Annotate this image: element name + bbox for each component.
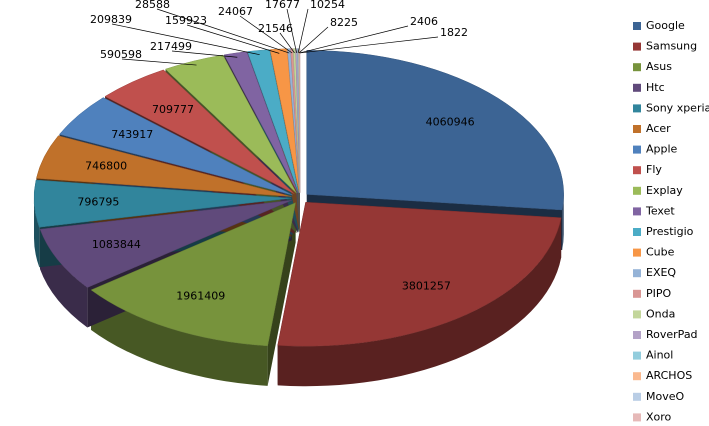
slice-side [34,198,40,268]
slice [39,199,292,288]
slice-wall [267,202,296,386]
slice [269,48,300,193]
leader-line [156,8,290,54]
data-label: 796795 [77,195,119,208]
data-label: 10254 [310,0,345,11]
data-label: 217499 [150,40,192,53]
legend-label: Fly [646,163,662,176]
data-label: 8225 [330,16,358,29]
legend-label: Prestigio [646,225,694,238]
legend-label: Ainol [646,349,673,362]
legend-label: Sony xperia [646,101,709,114]
slice [306,50,564,211]
leader-line [171,50,238,58]
data-label: 1083844 [92,238,141,251]
legend-swatch [633,248,641,257]
legend-label: Apple [646,143,678,156]
slice [90,202,296,347]
legend-swatch [633,310,641,319]
leader-line [298,26,329,54]
legend-swatch [633,166,641,175]
legend-swatch [633,228,641,236]
legend-label: Texet [645,204,675,217]
legend-swatch [633,331,641,339]
slice [36,135,292,197]
leader-line [186,24,280,54]
legend-label: Onda [646,307,675,320]
leader-line [121,58,197,66]
legend-label: Acer [646,122,671,135]
data-label: 3801257 [402,279,451,292]
legend-label: Samsung [646,40,697,53]
leader-line [111,23,260,56]
leader-line [297,8,309,54]
slice [104,69,295,195]
legend-swatch [633,104,641,113]
legend-swatch [633,207,641,216]
legend-swatch [633,392,641,401]
legend-label: RoverPad [646,328,698,341]
slice [247,49,299,193]
legend-label: Explay [646,184,683,197]
slice [165,54,297,194]
data-label: 4060946 [426,115,475,128]
data-label: 746800 [85,160,127,173]
legend-label: Asus [646,60,672,73]
legend-label: ARCHOS [646,369,692,382]
legend-label: Xoro [646,410,672,423]
slice-tops [33,48,564,347]
legend-swatch [633,269,641,278]
slice [59,97,293,196]
leader-line [286,8,297,54]
legend-label: Cube [646,246,675,259]
legend-label: EXEQ [646,266,676,279]
legend-swatch [633,22,641,30]
legend-swatch [633,63,641,72]
legend-swatch [633,351,641,360]
data-label: 159923 [165,14,207,27]
slice [277,201,562,347]
slice-side [277,217,562,387]
leader-line [239,15,293,54]
legend-swatch [633,83,641,92]
slice [33,179,292,228]
legend-swatch [633,125,641,133]
data-label: 2406 [410,15,438,28]
slice-side [91,289,268,386]
leader-line [279,32,295,54]
legend-label: Google [646,19,685,32]
data-label: 21546 [258,22,293,35]
legend-swatch [633,186,641,195]
data-label: 17677 [265,0,300,11]
data-label: 209839 [90,13,132,26]
legend-label: Htc [646,81,665,94]
slice [223,51,299,193]
data-label: 28588 [135,0,170,11]
leader-line [299,36,439,54]
data-label: 709777 [152,103,194,116]
data-label: 24067 [218,5,253,18]
legend-swatch [633,145,641,154]
leader-line [299,25,409,54]
data-label: 743917 [111,128,153,141]
legend-label: PIPO [646,287,672,300]
legend-swatch [633,289,641,298]
data-label: 1822 [440,26,468,39]
legend-swatch [633,413,641,422]
legend-label: MoveO [646,390,684,403]
legend-swatch [633,372,641,381]
legend-swatch [633,42,641,51]
data-label: 590598 [100,48,142,61]
data-label: 1961409 [176,290,225,303]
